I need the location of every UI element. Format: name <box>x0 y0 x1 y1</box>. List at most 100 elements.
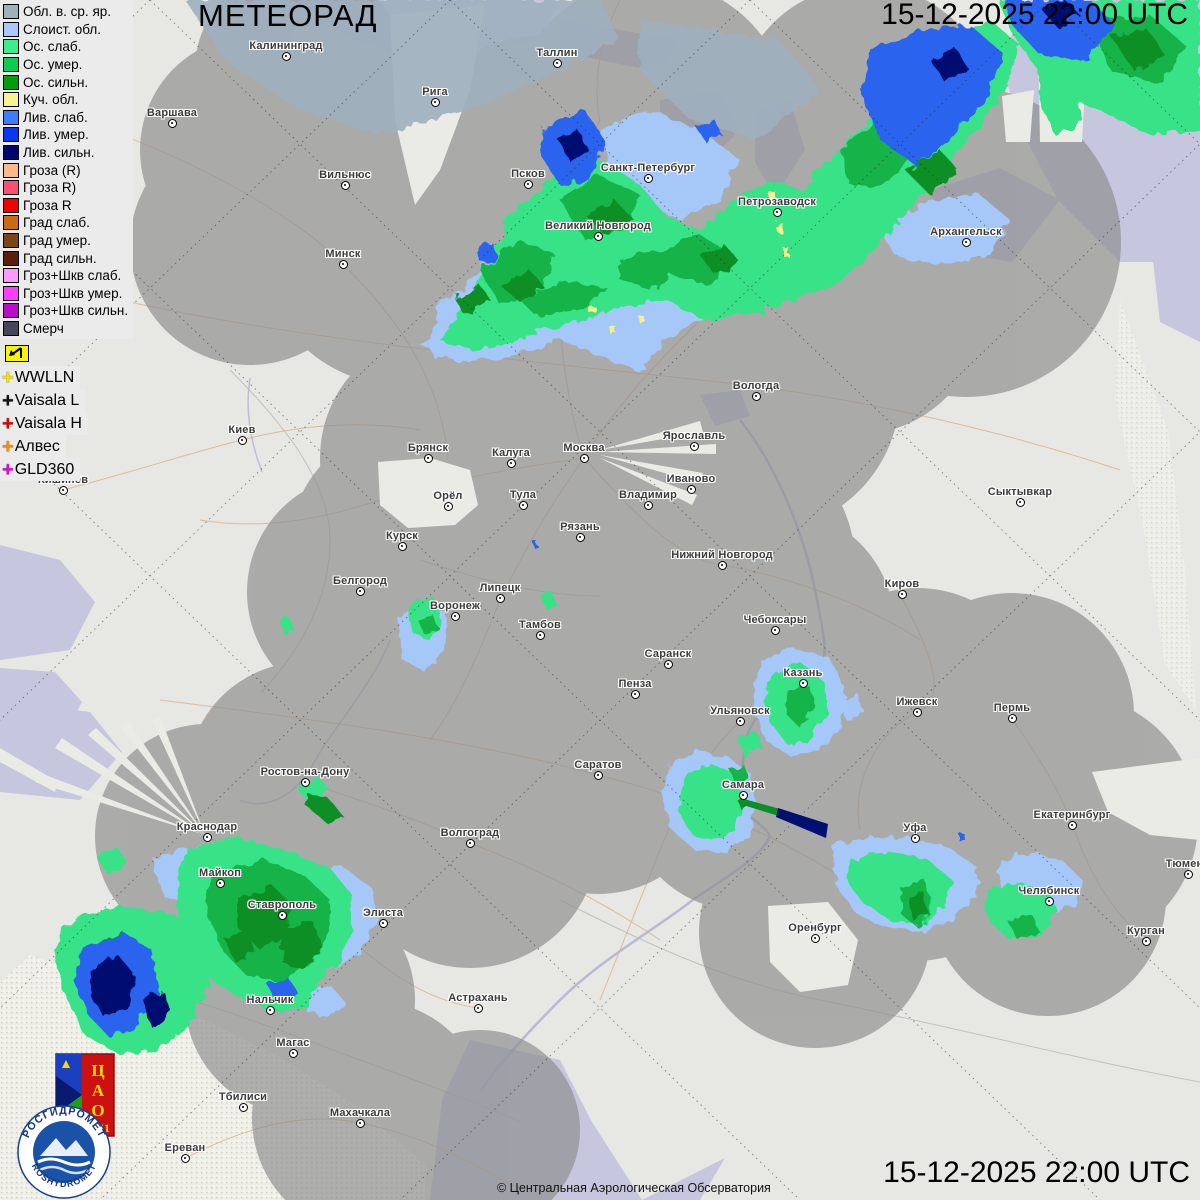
city-marker-icon <box>897 589 907 599</box>
legend-item-label: Слоист. обл. <box>23 21 102 37</box>
city-name: Екатеринбург <box>1033 809 1111 821</box>
city-marker-icon <box>689 441 699 451</box>
city-name: Санкт-Петербург <box>600 162 696 174</box>
city-marker-icon <box>443 501 453 511</box>
city-name: Великий Новгород <box>545 220 651 232</box>
page-title: МЕТЕОРАД <box>198 0 378 33</box>
city-marker-icon <box>535 630 545 640</box>
city-marker-icon <box>1067 820 1077 830</box>
city-marker-icon <box>1007 713 1017 723</box>
city-name: Иваново <box>666 473 716 485</box>
svg-text:А: А <box>92 1081 105 1100</box>
radar-spoke-artifact <box>743 799 828 838</box>
city-name: Тюмень <box>1165 858 1200 870</box>
city-name: Петрозаводск <box>737 196 817 208</box>
lightning-source-label: WWLLN <box>14 368 75 386</box>
city-name: Уфа <box>903 822 927 834</box>
legend-item: Гроза R) <box>3 179 133 197</box>
city-name: Оренбург <box>788 922 842 934</box>
city-name: Варшава <box>146 107 198 119</box>
city-name: Тбилиси <box>218 1091 268 1103</box>
city-name: Ульяновск <box>710 705 770 717</box>
legend-items: Обл. в. ср. яр. Слоист. обл. Ос. слаб. Ос. … <box>3 3 133 337</box>
lightning-source-item: + Алвес <box>0 435 66 458</box>
city-name: Брянск <box>407 442 449 454</box>
city-marker-icon <box>300 777 310 787</box>
legend-color-swatch <box>3 162 19 178</box>
city-name: Владимир <box>618 489 678 501</box>
city-marker-icon <box>355 586 365 596</box>
city-name: Саратов <box>574 759 622 771</box>
legend-color-swatch <box>3 180 19 196</box>
city-name: Архангельск <box>930 226 1002 238</box>
legend-color-swatch <box>3 197 19 213</box>
city-name: Липецк <box>479 582 521 594</box>
city-name: Нижний Новгород <box>671 549 773 561</box>
city-marker-icon <box>202 832 212 842</box>
legend-color-swatch <box>3 4 19 20</box>
lightning-source-item: + GLD360 <box>0 458 81 481</box>
legend-item: Гроза (R) <box>3 161 133 179</box>
city-marker-icon <box>281 51 291 61</box>
city-name: Махачкала <box>329 1107 391 1119</box>
legend-item: Гроз+Шкв умер. <box>3 285 133 303</box>
legend-color-swatch <box>3 21 19 37</box>
legend-item: Слоист. обл. <box>3 21 133 39</box>
city-marker-icon <box>167 118 177 128</box>
city-marker-icon <box>338 259 348 269</box>
legend-item: Град сильн. <box>3 249 133 267</box>
city-marker-icon <box>288 1048 298 1058</box>
city-name: Нальчик <box>246 994 294 1006</box>
legend-color-swatch <box>3 57 19 73</box>
city-name: Курск <box>385 530 419 542</box>
city-marker-icon <box>912 707 922 717</box>
city-name: Пенза <box>618 678 652 690</box>
city-marker-icon <box>552 58 562 68</box>
city-marker-icon <box>450 611 460 621</box>
tornado-track-symbol <box>5 345 29 362</box>
city-name: Магас <box>276 1037 310 1049</box>
city-marker-icon <box>397 541 407 551</box>
city-name: Краснодар <box>176 821 238 833</box>
city-marker-icon <box>643 173 653 183</box>
city-marker-icon <box>237 435 247 445</box>
legend-item-label: Гроз+Шкв умер. <box>23 285 123 301</box>
legend-color-swatch <box>3 127 19 143</box>
city-name: Таллин <box>536 47 578 59</box>
city-marker-icon <box>1141 936 1151 946</box>
city-name: Волгоград <box>440 827 500 839</box>
lightning-source-label: Vaisala L <box>14 391 80 409</box>
city-marker-icon <box>265 1005 275 1015</box>
tornado-arrow-icon <box>9 347 22 358</box>
city-name: Саранск <box>644 648 692 660</box>
city-marker-icon <box>751 391 761 401</box>
city-marker-icon <box>1183 869 1193 879</box>
legend-item-label: Ос. сильн. <box>23 74 89 90</box>
city-name: Ижевск <box>896 696 938 708</box>
timestamp-bottom: 15-12-2025 22:00 UTC <box>883 1156 1190 1189</box>
city-marker-icon <box>579 453 589 463</box>
legend-color-swatch <box>3 74 19 90</box>
city-name: Челябинск <box>1018 885 1080 897</box>
legend-item: Смерч <box>3 320 133 338</box>
lightning-cross-icon: + <box>2 435 14 458</box>
city-name: Элиста <box>362 907 404 919</box>
city-marker-icon <box>810 933 820 943</box>
legend-item: Гроз+Шкв сильн. <box>3 302 133 320</box>
legend-color-swatch <box>3 39 19 55</box>
city-marker-icon <box>686 484 696 494</box>
legend-item-label: Град умер. <box>23 233 91 249</box>
city-marker-icon <box>798 678 808 688</box>
city-name: Сыктывкар <box>987 486 1053 498</box>
city-name: Ставрополь <box>247 899 317 911</box>
legend-item: Ос. сильн. <box>3 73 133 91</box>
city-marker-icon <box>378 918 388 928</box>
legend-item: Гроз+Шкв слаб. <box>3 267 133 285</box>
city-name: Майкоп <box>198 867 242 879</box>
legend-color-swatch <box>3 320 19 336</box>
city-marker-icon <box>238 1102 248 1112</box>
lightning-cross-icon: + <box>2 412 14 435</box>
city-name: Вологда <box>732 380 780 392</box>
legend-item-label: Гроз+Шкв слаб. <box>23 268 122 284</box>
city-marker-icon <box>961 237 971 247</box>
